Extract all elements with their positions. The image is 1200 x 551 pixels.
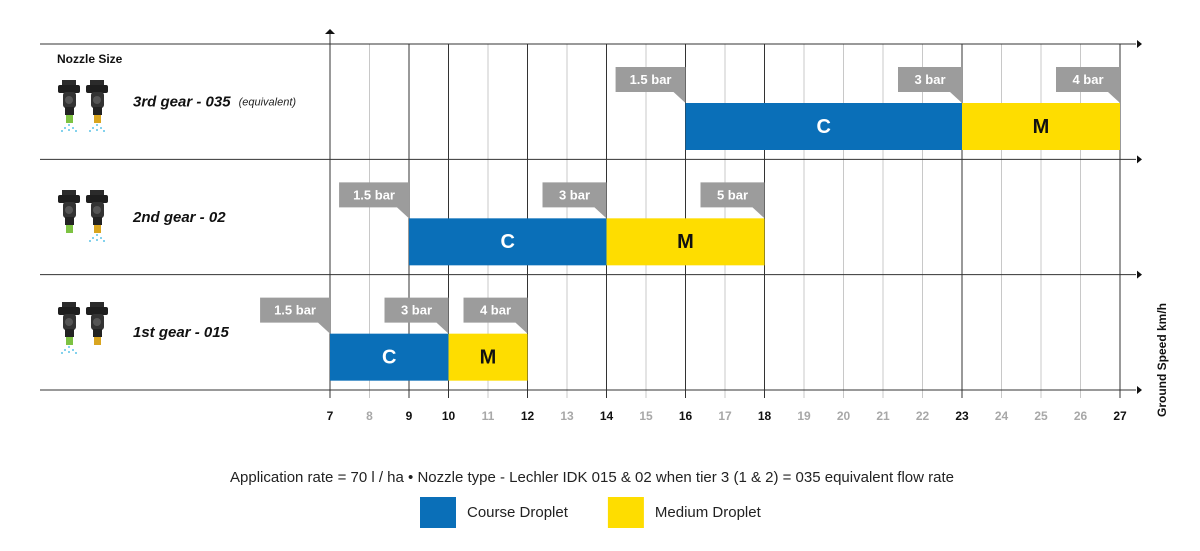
pressure-label: 4 bar (480, 303, 511, 318)
nozzle-icons (58, 80, 108, 354)
segment-label: C (501, 231, 515, 253)
pressure-label: 3 bar (401, 303, 432, 318)
pressure-tag: 1.5 bar (339, 182, 409, 219)
pressure-tag: 3 bar (384, 297, 449, 334)
range-bar (606, 218, 765, 266)
legend-label: Course Droplet (467, 504, 569, 521)
row-arrow (1137, 155, 1142, 164)
pressure-tag: 3 bar (542, 182, 607, 219)
pressure-label: 1.5 bar (353, 187, 395, 202)
range-bar (448, 333, 528, 381)
legend-label: Medium Droplet (655, 504, 762, 521)
pressure-label: 3 bar (914, 72, 945, 87)
tag-shape (542, 182, 607, 219)
pressure-tag: 5 bar (700, 182, 765, 219)
x-tick-label: 15 (639, 409, 653, 423)
range-bar (330, 333, 449, 381)
row-note: (equivalent) (239, 96, 297, 108)
tag-shape (260, 297, 330, 334)
x-tick-label: 7 (327, 409, 334, 423)
x-tick-label: 25 (1034, 409, 1048, 423)
tag-shape (700, 182, 765, 219)
x-tick-label: 10 (442, 409, 456, 423)
row-label: 2nd gear - 02 (132, 209, 226, 226)
segment-label: C (382, 346, 396, 368)
row-arrow (1137, 386, 1142, 394)
x-tick-label: 12 (521, 409, 535, 423)
footnote: Application rate = 70 l / ha • Nozzle ty… (230, 469, 954, 486)
row-label: 3rd gear - 035 (133, 93, 231, 110)
tag-shape (339, 182, 409, 219)
tag-shape (384, 297, 449, 334)
row-label: 1st gear - 015 (133, 324, 230, 341)
x-tick-label: 18 (758, 409, 772, 423)
pressure-tag: 1.5 bar (615, 67, 686, 103)
x-tick-label: 22 (916, 409, 930, 423)
legend-swatch (420, 497, 456, 528)
tag-shape (463, 297, 528, 334)
x-tick-label: 14 (600, 409, 614, 423)
range-bar (685, 103, 962, 150)
x-axis-label: Ground Speed km/h (1155, 303, 1169, 417)
tag-shape (1056, 67, 1120, 103)
range-bar (962, 103, 1120, 150)
axis-arrow (325, 29, 335, 34)
x-tick-label: 11 (482, 409, 495, 423)
pressure-label: 3 bar (559, 187, 590, 202)
x-tick-label: 19 (797, 409, 811, 423)
x-tick-label: 17 (718, 409, 732, 423)
row-header: Nozzle Size (57, 52, 123, 66)
pressure-tag: 4 bar (463, 297, 528, 334)
x-tick-label: 8 (366, 409, 373, 423)
segment-label: M (677, 231, 694, 253)
pressure-tag: 4 bar (1056, 67, 1120, 103)
tag-shape (615, 67, 686, 103)
pressure-label: 5 bar (717, 187, 748, 202)
x-tick-label: 24 (995, 409, 1009, 423)
x-tick-label: 9 (406, 409, 413, 423)
pressure-tag: 1.5 bar (260, 297, 330, 334)
x-tick-label: 16 (679, 409, 693, 423)
x-tick-label: 26 (1074, 409, 1088, 423)
x-tick-label: 13 (560, 409, 574, 423)
pressure-tag: 3 bar (898, 67, 962, 103)
legend-swatch (607, 497, 644, 528)
x-tick-label: 21 (876, 409, 890, 423)
tag-shape (898, 67, 962, 103)
pressure-label: 1.5 bar (630, 72, 672, 87)
segment-label: M (1033, 116, 1050, 138)
row-arrow (1137, 270, 1142, 279)
x-tick-label: 20 (837, 409, 851, 423)
segment-label: C (817, 116, 831, 138)
pressure-label: 4 bar (1072, 72, 1103, 87)
x-tick-label: 23 (955, 409, 969, 423)
pressure-label: 1.5 bar (274, 303, 316, 318)
row-arrow (1137, 40, 1142, 48)
x-tick-label: 27 (1113, 409, 1127, 423)
segment-label: M (480, 346, 497, 368)
range-bar (409, 218, 607, 266)
